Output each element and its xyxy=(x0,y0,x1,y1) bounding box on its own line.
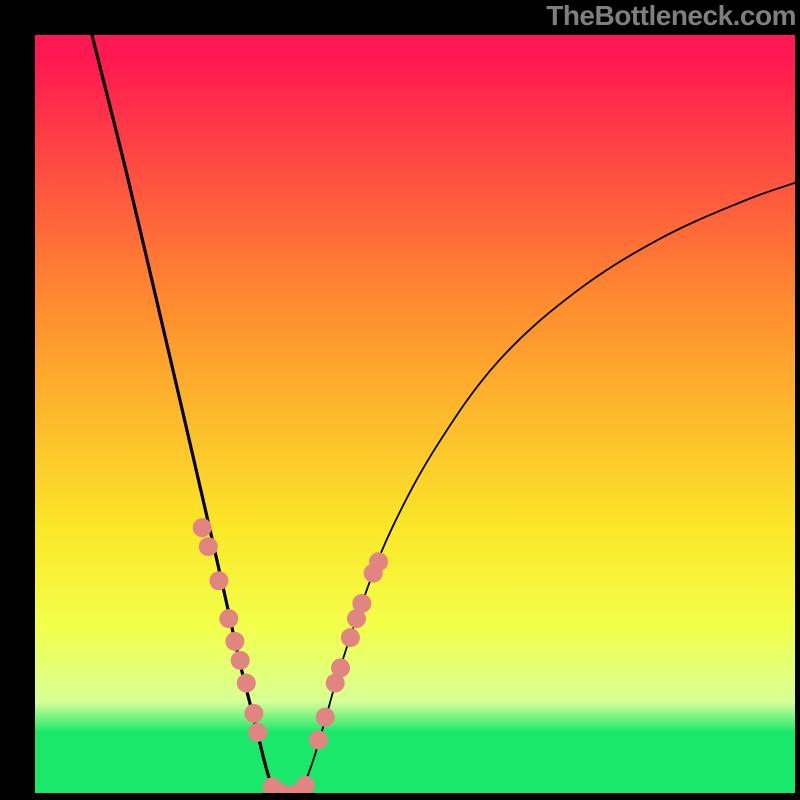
marker-left xyxy=(199,537,218,556)
marker-right xyxy=(369,552,388,571)
marker-left xyxy=(231,651,250,670)
marker-right xyxy=(331,658,350,677)
marker-left xyxy=(225,632,244,651)
marker-left xyxy=(244,704,263,723)
marker-left xyxy=(219,609,238,628)
marker-left xyxy=(193,518,212,537)
curve-layer xyxy=(35,35,795,793)
marker-left xyxy=(248,723,267,742)
curve-right-branch xyxy=(301,183,795,793)
watermark-text: TheBottleneck.com xyxy=(546,0,796,32)
marker-left xyxy=(209,571,228,590)
plot-area xyxy=(35,35,795,793)
marker-left xyxy=(237,674,256,693)
marker-right xyxy=(341,628,360,647)
marker-right xyxy=(352,594,371,613)
chart-canvas: TheBottleneck.com xyxy=(0,0,800,800)
marker-right xyxy=(309,730,328,749)
marker-valley xyxy=(296,776,315,793)
marker-right xyxy=(316,708,335,727)
